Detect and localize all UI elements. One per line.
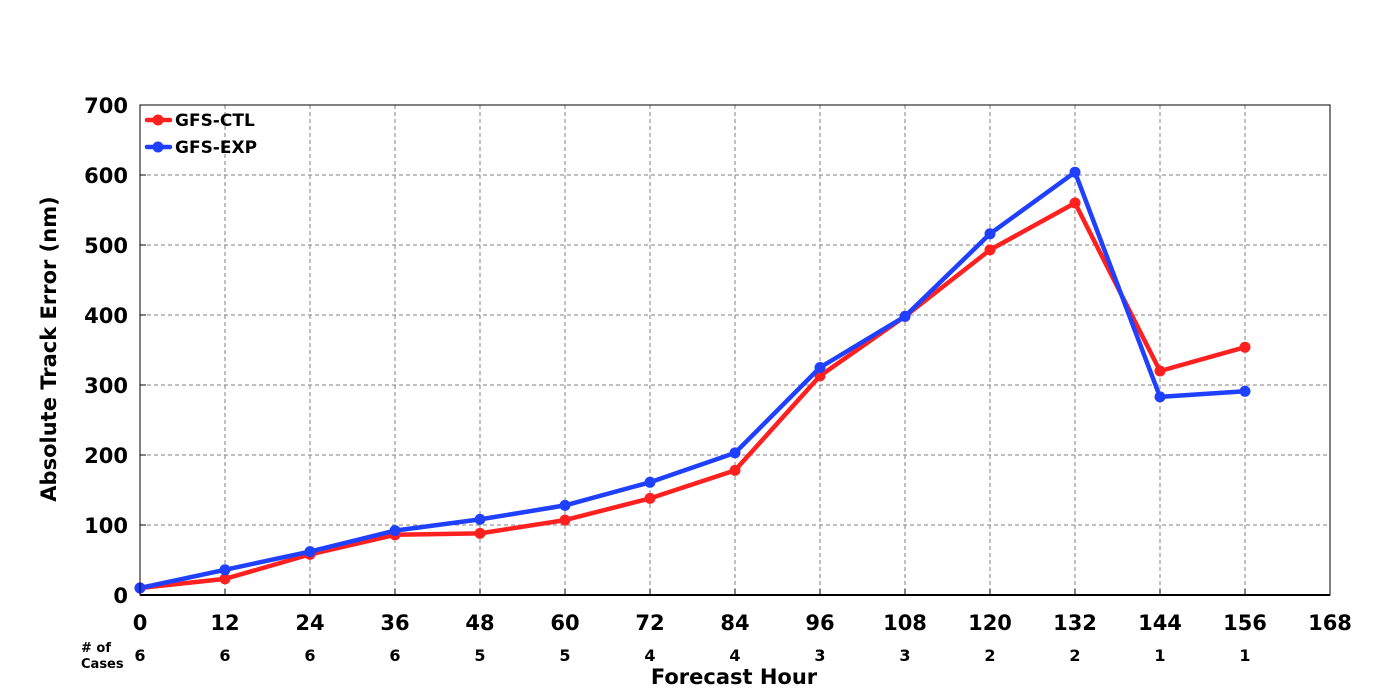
y-tick-label: 700 [84,94,128,118]
series-line [137,169,1248,591]
data-point [559,499,571,511]
case-count: 3 [899,646,910,665]
data-point [984,228,996,240]
data-point [1154,391,1166,403]
case-count: 3 [814,646,825,665]
y-tick-label: 500 [84,234,128,258]
cases-label: Cases [81,657,124,672]
legend-label: GFS-CTL [175,111,255,131]
y-tick-label: 100 [84,514,128,538]
x-tick-label: 60 [550,611,579,635]
data-point [304,546,316,558]
case-count: 1 [1239,646,1250,665]
data-point [984,244,996,256]
data-point [389,525,401,537]
case-count: 6 [304,646,315,665]
data-point [1069,197,1081,209]
series-lines [134,166,1251,594]
data-point [1239,385,1251,397]
data-point [644,492,656,504]
x-tick-label: 168 [1308,611,1352,635]
series-line [137,200,1248,591]
case-count: 6 [134,646,145,665]
case-count: 5 [474,646,485,665]
legend-item: GFS-EXP [144,138,257,158]
case-count: 5 [559,646,570,665]
y-tick-label: 300 [84,374,128,398]
x-tick-label: 48 [465,611,494,635]
case-count: 6 [389,646,400,665]
legend-item: GFS-CTL [144,111,255,131]
data-point [729,464,741,476]
x-tick-label: 156 [1223,611,1267,635]
y-tick-label: 200 [84,444,128,468]
x-tick-label: 72 [635,611,664,635]
case-count: 6 [219,646,230,665]
data-point [474,513,486,525]
x-tick-label: 24 [295,611,324,635]
legend-label: GFS-EXP [175,138,257,158]
x-axis-title: Forecast Hour [651,665,818,689]
data-point [729,447,741,459]
series-gfs-ctl [134,197,1251,594]
y-tick-label: 400 [84,304,128,328]
x-tick-label: 108 [883,611,927,635]
data-point [219,573,231,585]
x-tick-label: 12 [210,611,239,635]
data-point [644,476,656,488]
case-count: 2 [1069,646,1080,665]
cases-label: # of [81,641,111,656]
x-tick-label: 0 [133,611,148,635]
data-point [814,362,826,373]
x-tick-label: 120 [968,611,1012,635]
x-tick-label: 132 [1053,611,1097,635]
legend-swatch-marker [152,141,164,153]
y-tick-label: 600 [84,164,128,188]
x-tick-label: 84 [720,611,749,635]
x-tick-label: 96 [805,611,834,635]
x-tick-label: 144 [1138,611,1182,635]
data-point [219,564,231,576]
axis-ticks: 0 12 24 36 48 60 72 84 96 108 120 132 144 156 168 0 100 2… [84,94,1352,635]
data-point [559,514,571,526]
data-point [1154,365,1166,377]
legend: GFS-CTL GFS-EXP [144,111,257,158]
data-point [899,310,911,322]
data-point [1069,166,1081,178]
case-count: 1 [1154,646,1165,665]
y-axis-title: Absolute Track Error (nm) [37,196,61,501]
case-count: 2 [984,646,995,665]
series-gfs-exp [134,166,1251,594]
data-point [474,527,486,539]
case-count: 4 [729,646,740,665]
x-tick-label: 36 [380,611,409,635]
y-tick-label: 0 [113,584,128,608]
legend-swatch-marker [152,114,164,126]
data-point [1239,341,1251,353]
case-count: 4 [644,646,655,665]
cases-row: # of Cases 6 6 6 6 5 5 4 4 3 3 2 2 1 1 [81,641,1251,672]
